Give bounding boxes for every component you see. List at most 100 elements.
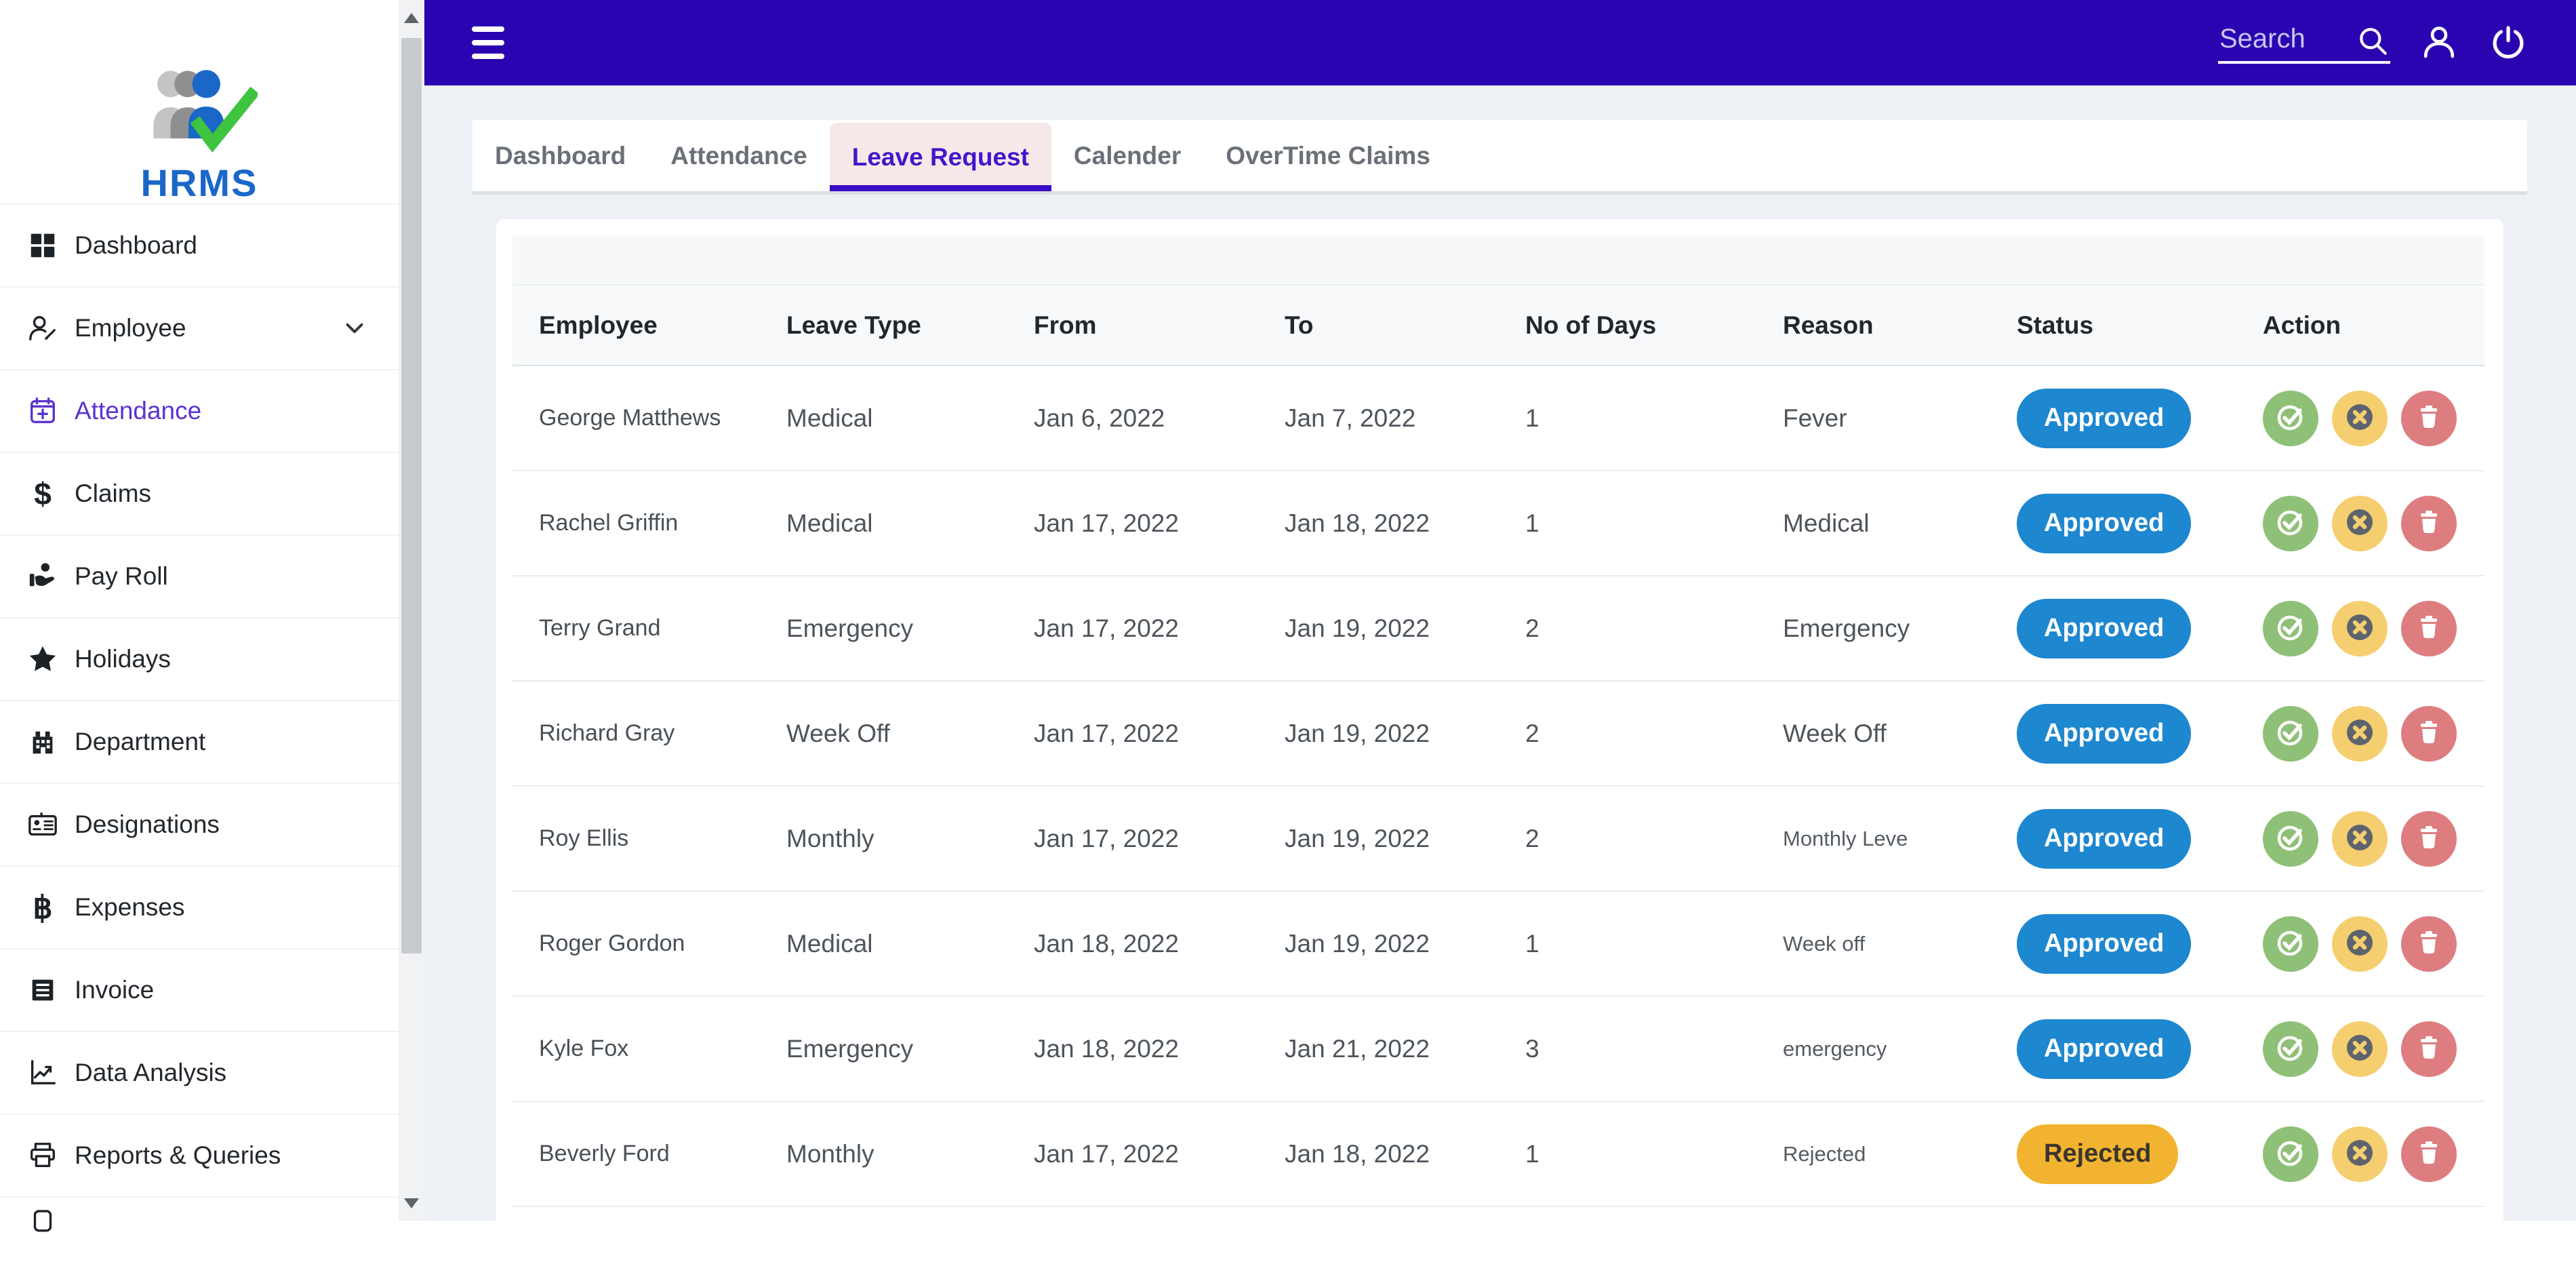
delete-button[interactable] xyxy=(2401,916,2457,972)
cancel-button[interactable] xyxy=(2332,1021,2388,1077)
approve-button[interactable] xyxy=(2263,495,2318,551)
approve-button[interactable] xyxy=(2263,810,2318,867)
days-cell: 3 xyxy=(1525,1034,1539,1063)
table-row-rachel-griffin: Rachel Griffin Medical Jan 17, 2022 Jan … xyxy=(512,471,2484,576)
trash-icon xyxy=(2413,926,2445,961)
sidebar-item-invoice[interactable]: Invoice xyxy=(0,948,399,1031)
column-header: Status xyxy=(2017,311,2094,339)
cancel-button[interactable] xyxy=(2332,705,2388,762)
sidebar-item-designations[interactable]: Designations xyxy=(0,783,399,865)
status-badge: Approved xyxy=(2017,703,2192,764)
id-card-icon xyxy=(27,809,58,840)
check-circle-icon xyxy=(2274,926,2307,961)
sidebar-item[interactable] xyxy=(0,1196,399,1279)
x-circle-icon xyxy=(2343,1137,2376,1171)
sidebar-item-claims[interactable]: $ Claims xyxy=(0,452,399,534)
brand-name: HRMS xyxy=(140,161,258,204)
sidebar-item-expenses[interactable]: ฿ Expenses xyxy=(0,865,399,948)
employee-cell: Kyle Fox xyxy=(539,1036,629,1061)
actions-cell xyxy=(2236,390,2484,446)
cancel-button[interactable] xyxy=(2332,810,2388,867)
cancel-button[interactable] xyxy=(2332,495,2388,551)
partial-icon xyxy=(27,1210,58,1241)
tab-bar: Dashboard Attendance Leave Request Calen… xyxy=(472,120,2527,191)
actions-cell xyxy=(2236,1126,2484,1182)
leave-request-card: Employee Leave Type From To No of Days R… xyxy=(496,219,2503,1221)
scroll-up-arrow-icon[interactable] xyxy=(399,4,424,31)
delete-button[interactable] xyxy=(2401,390,2457,446)
reason-cell: Fever xyxy=(1783,404,1847,432)
x-circle-icon xyxy=(2343,821,2376,856)
tab-leave-request[interactable]: Leave Request xyxy=(829,123,1052,191)
calendar-plus-icon xyxy=(27,395,58,427)
status-cell: Approved xyxy=(1990,808,2236,869)
main-content: Dashboard Attendance Leave Request Calen… xyxy=(424,85,2576,1221)
scroll-down-arrow-icon[interactable] xyxy=(399,1189,424,1217)
x-circle-icon xyxy=(2343,926,2376,961)
to-cell: Jan 21, 2022 xyxy=(1285,1034,1430,1063)
user-button[interactable] xyxy=(2420,23,2458,61)
to-cell: Jan 19, 2022 xyxy=(1285,824,1430,852)
search-placeholder: Search xyxy=(2219,24,2306,54)
sidebar-item-reports-queries[interactable]: Reports & Queries xyxy=(0,1114,399,1196)
cancel-button[interactable] xyxy=(2332,916,2388,972)
to-cell: Jan 7, 2022 xyxy=(1285,404,1416,432)
cancel-button[interactable] xyxy=(2332,600,2388,656)
sidebar-item-pay-roll[interactable]: Pay Roll xyxy=(0,534,399,617)
status-cell: Approved xyxy=(1990,703,2236,764)
delete-button[interactable] xyxy=(2401,1021,2457,1077)
check-circle-icon xyxy=(2274,1137,2307,1171)
scrollbar-thumb[interactable] xyxy=(401,38,422,953)
delete-button[interactable] xyxy=(2401,600,2457,656)
sidebar-item-attendance[interactable]: Attendance xyxy=(0,369,399,452)
sidebar-scrollbar[interactable] xyxy=(399,0,424,1221)
x-circle-icon xyxy=(2343,716,2376,751)
delete-button[interactable] xyxy=(2401,1126,2457,1182)
tab-attendance[interactable]: Attendance xyxy=(670,141,807,170)
approve-button[interactable] xyxy=(2263,1021,2318,1077)
cancel-button[interactable] xyxy=(2332,390,2388,446)
leave-type-cell: Monthly xyxy=(786,1139,874,1168)
table-row-terry-grand: Terry Grand Emergency Jan 17, 2022 Jan 1… xyxy=(512,576,2484,682)
employee-cell: Terry Grand xyxy=(539,615,661,641)
dollar-icon: $ xyxy=(34,476,52,511)
approve-button[interactable] xyxy=(2263,916,2318,972)
from-cell: Jan 17, 2022 xyxy=(1034,509,1179,537)
approve-button[interactable] xyxy=(2263,390,2318,446)
status-badge: Approved xyxy=(2017,388,2192,448)
menu-icon[interactable] xyxy=(472,26,504,59)
tab-dashboard[interactable]: Dashboard xyxy=(495,141,626,170)
sidebar-item-holidays[interactable]: Holidays xyxy=(0,617,399,700)
status-badge: Approved xyxy=(2017,1019,2192,1079)
days-cell: 1 xyxy=(1525,929,1539,958)
logout-button[interactable] xyxy=(2489,23,2527,61)
reason-cell: Rejected xyxy=(1783,1141,1866,1166)
status-cell: Approved xyxy=(1990,388,2236,448)
approve-button[interactable] xyxy=(2263,705,2318,762)
days-cell: 1 xyxy=(1525,509,1539,537)
delete-button[interactable] xyxy=(2401,810,2457,867)
leave-type-cell: Emergency xyxy=(786,1034,914,1063)
building-icon xyxy=(27,726,58,757)
sidebar-item-dashboard[interactable]: Dashboard xyxy=(0,203,399,286)
sidebar-nav: Dashboard Employee Attendance $ Claims xyxy=(0,203,399,1279)
to-cell: Jan 19, 2022 xyxy=(1285,719,1430,747)
sidebar-item-department[interactable]: Department xyxy=(0,700,399,783)
table-body: George Matthews Medical Jan 6, 2022 Jan … xyxy=(512,366,2484,1207)
approve-button[interactable] xyxy=(2263,600,2318,656)
days-cell: 2 xyxy=(1525,824,1539,852)
sidebar-item-employee[interactable]: Employee xyxy=(0,286,399,369)
cancel-button[interactable] xyxy=(2332,1126,2388,1182)
reason-cell: Monthly Leve xyxy=(1783,826,1908,850)
baht-icon: ฿ xyxy=(33,890,53,925)
check-circle-icon xyxy=(2274,611,2307,646)
delete-button[interactable] xyxy=(2401,705,2457,762)
x-circle-icon xyxy=(2343,611,2376,646)
employee-cell: Rachel Griffin xyxy=(539,510,679,536)
sidebar-item-data-analysis[interactable]: Data Analysis xyxy=(0,1031,399,1114)
search-input[interactable]: Search xyxy=(2218,19,2390,64)
tab-overtime-claims[interactable]: OverTime Claims xyxy=(1226,141,1430,170)
delete-button[interactable] xyxy=(2401,495,2457,551)
tab-calender[interactable]: Calender xyxy=(1073,141,1182,170)
approve-button[interactable] xyxy=(2263,1126,2318,1182)
